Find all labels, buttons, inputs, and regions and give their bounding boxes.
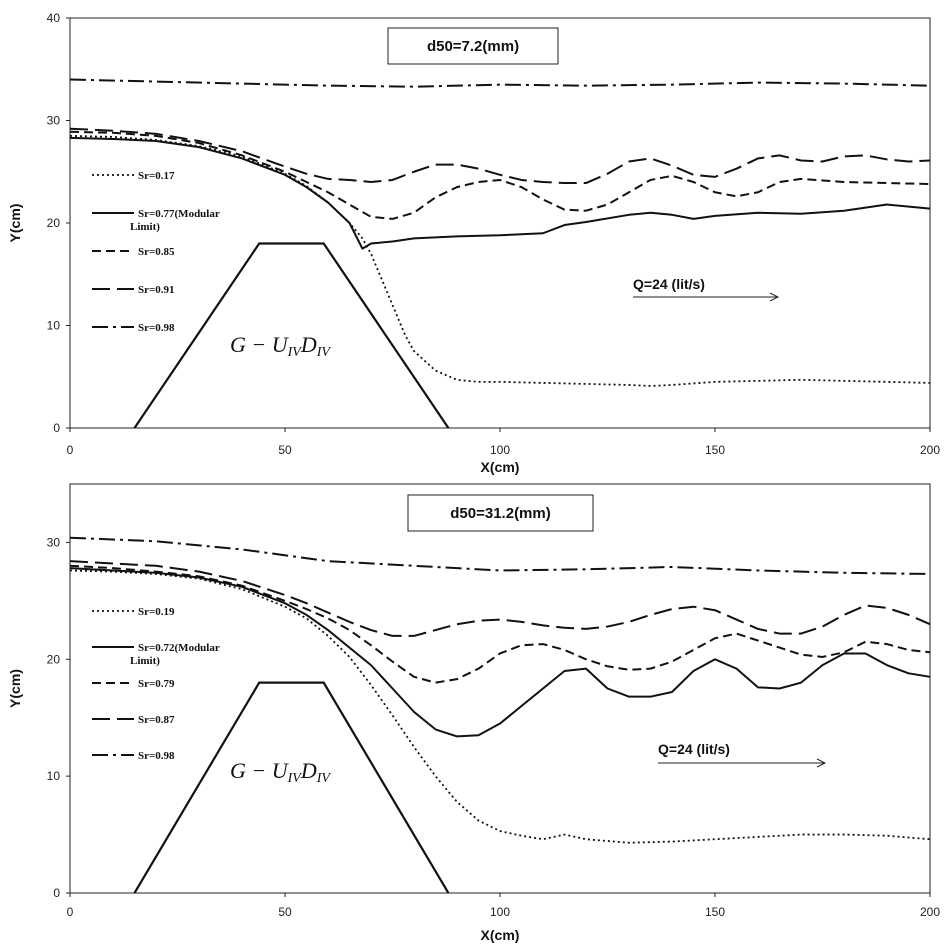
shape-label-mid: D xyxy=(300,332,317,357)
series-line-longdash xyxy=(69,560,931,637)
chart-1: 0 50 100 150 200 0 10 20 30 40 X(cm) Y(cm) d50=7.2(m… xyxy=(7,11,940,475)
shape-label-mid: D xyxy=(300,758,317,783)
shape-label: G − UIVDIV xyxy=(230,332,331,360)
shape-label-sub: IV xyxy=(316,345,332,360)
series-line-dashed xyxy=(69,130,931,220)
shape-label-sub: IV xyxy=(316,771,332,786)
legend-label: Sr=0.72(Modular Limit) xyxy=(130,642,220,667)
flow-arrow-head xyxy=(769,292,780,302)
legend-label: Sr=0.19 xyxy=(138,606,175,618)
flow-label: Q=24 (lit/s) xyxy=(658,741,730,757)
series-line-dashed xyxy=(69,564,931,684)
x-tick-label: 50 xyxy=(278,905,292,919)
y-tick-label: 0 xyxy=(53,421,60,435)
y-tick-label: 0 xyxy=(53,886,60,900)
shape-label: G − UIVDIV xyxy=(230,758,331,786)
legend-label: Sr=0.17 xyxy=(138,170,175,182)
x-tick-label: 0 xyxy=(67,905,74,919)
y-tick-label: 30 xyxy=(47,114,61,128)
shape-label-sub: IV xyxy=(287,345,303,360)
x-tick-label: 150 xyxy=(705,443,725,457)
legend-label-line2: Limit) xyxy=(130,655,160,667)
legend-label: Sr=0.87 xyxy=(138,714,175,726)
x-tick-label: 150 xyxy=(705,905,725,919)
series-line-dashdot xyxy=(69,78,931,88)
y-tick-label: 10 xyxy=(47,769,61,783)
legend-label: Sr=0.85 xyxy=(138,246,175,258)
annotation-box-text: d50=7.2(mm) xyxy=(427,38,519,55)
series-line-dashdot xyxy=(69,536,931,575)
series-line-longdash xyxy=(69,127,931,185)
legend-label: Sr=0.98 xyxy=(138,322,175,334)
series-line-dotted xyxy=(69,134,931,387)
x-tick-label: 100 xyxy=(490,905,510,919)
x-axis-label: X(cm) xyxy=(481,927,520,943)
x-axis-label: X(cm) xyxy=(481,459,520,475)
y-tick-label: 40 xyxy=(47,11,61,25)
series-line-dotted xyxy=(69,569,931,844)
legend-label: Sr=0.98 xyxy=(138,750,175,762)
annotation-box-text: d50=31.2(mm) xyxy=(450,505,550,522)
shape-label-main: G − U xyxy=(230,332,290,357)
x-tick-label: 50 xyxy=(278,443,292,457)
legend-label-line2: Limit) xyxy=(130,221,160,233)
x-tick-label: 200 xyxy=(920,905,940,919)
legend-label: Sr=0.79 xyxy=(138,678,175,690)
x-tick-label: 100 xyxy=(490,443,510,457)
legend-label-line1: Sr=0.77(Modular xyxy=(138,208,220,220)
weir-structure xyxy=(133,242,450,429)
y-axis-label: Y(cm) xyxy=(7,204,23,243)
chart-2: 0 50 100 150 200 0 10 20 30 X(cm) Y(cm) d50=31.2(mm… xyxy=(7,483,940,943)
x-tick-label: 0 xyxy=(67,443,74,457)
shape-label-main: G − U xyxy=(230,758,290,783)
y-tick-label: 10 xyxy=(47,319,61,333)
plot-frame xyxy=(69,17,931,429)
legend-label-line1: Sr=0.72(Modular xyxy=(138,642,220,654)
y-tick-label: 20 xyxy=(47,216,61,230)
y-tick-label: 20 xyxy=(47,652,61,666)
y-axis-label: Y(cm) xyxy=(7,669,23,708)
weir-structure xyxy=(133,681,450,894)
series-line-solid xyxy=(69,567,931,738)
annotation-box xyxy=(387,27,559,65)
legend-label: Sr=0.77(Modular Limit) xyxy=(130,208,220,233)
legend-label: Sr=0.91 xyxy=(138,284,175,296)
flow-label: Q=24 (lit/s) xyxy=(633,276,705,292)
annotation-box xyxy=(407,494,594,532)
flow-arrow-head xyxy=(816,758,827,768)
series-line-solid xyxy=(69,136,931,250)
y-tick-label: 30 xyxy=(47,535,61,549)
shape-label-sub: IV xyxy=(287,771,303,786)
x-tick-label: 200 xyxy=(920,443,940,457)
